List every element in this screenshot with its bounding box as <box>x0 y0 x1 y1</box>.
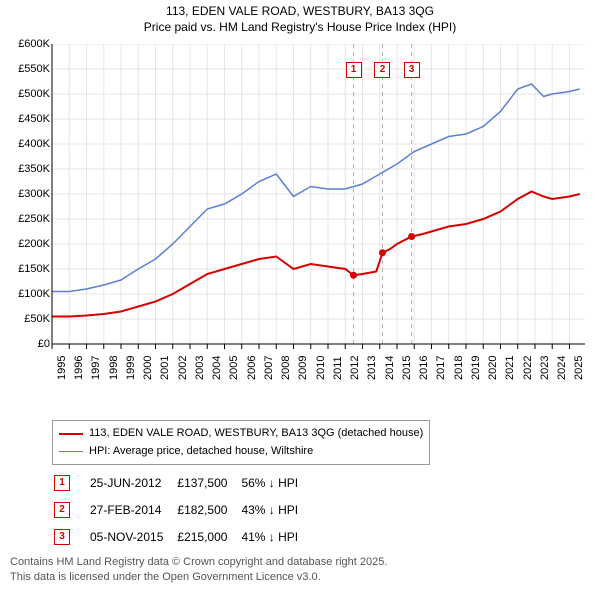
y-tick-label: £500K <box>18 88 50 100</box>
x-tick-label: 2007 <box>263 356 275 380</box>
y-tick-label: £300K <box>18 188 50 200</box>
sale-marker-icon: 3 <box>54 529 70 545</box>
x-tick-label: 2006 <box>246 356 258 380</box>
x-tick-label: 2024 <box>556 356 568 380</box>
x-tick-label: 2009 <box>297 356 309 380</box>
sale-date: 27-FEB-2014 <box>90 497 175 522</box>
sale-marker-box: 3 <box>404 62 420 78</box>
x-tick-label: 1998 <box>108 356 120 380</box>
footer-line1: Contains HM Land Registry data © Crown c… <box>10 555 387 569</box>
x-tick-label: 2017 <box>435 356 447 380</box>
y-tick-label: £50K <box>24 313 50 325</box>
x-tick-label: 2022 <box>522 356 534 380</box>
legend-row-hpi: HPI: Average price, detached house, Wilt… <box>59 443 423 461</box>
legend-label-property: 113, EDEN VALE ROAD, WESTBURY, BA13 3QG … <box>89 425 423 443</box>
x-tick-label: 2011 <box>332 356 344 380</box>
x-tick-label: 2002 <box>177 356 189 380</box>
sale-date: 25-JUN-2012 <box>90 470 175 495</box>
x-tick-label: 2019 <box>470 356 482 380</box>
legend-swatch-property <box>59 433 83 435</box>
x-tick-label: 2015 <box>401 356 413 380</box>
x-tick-label: 2004 <box>211 356 223 380</box>
x-tick-label: 2008 <box>280 356 292 380</box>
sales-row: 3 05-NOV-2015£215,00041% ↓ HPI <box>54 524 310 549</box>
x-tick-label: 2021 <box>504 356 516 380</box>
x-tick-label: 2010 <box>315 356 327 380</box>
y-tick-label: £100K <box>18 288 50 300</box>
x-tick-label: 2014 <box>384 356 396 380</box>
sale-date: 05-NOV-2015 <box>90 524 175 549</box>
x-tick-label: 2005 <box>228 356 240 380</box>
sale-marker-box: 2 <box>374 62 390 78</box>
x-tick-label: 1996 <box>73 356 85 380</box>
y-tick-label: £0 <box>38 338 50 350</box>
legend-row-property: 113, EDEN VALE ROAD, WESTBURY, BA13 3QG … <box>59 425 423 443</box>
x-tick-label: 2000 <box>142 356 154 380</box>
sale-marker-icon: 1 <box>54 475 70 491</box>
sale-price: £182,500 <box>177 497 239 522</box>
footer: Contains HM Land Registry data © Crown c… <box>10 555 387 584</box>
sale-delta: 56% ↓ HPI <box>241 470 310 495</box>
sales-row: 1 25-JUN-2012£137,50056% ↓ HPI <box>54 470 310 495</box>
x-tick-label: 1995 <box>56 356 68 380</box>
y-tick-label: £200K <box>18 238 50 250</box>
x-tick-label: 1999 <box>125 356 137 380</box>
sale-delta: 41% ↓ HPI <box>241 524 310 549</box>
y-tick-label: £350K <box>18 163 50 175</box>
x-tick-label: 2001 <box>159 356 171 380</box>
legend-label-hpi: HPI: Average price, detached house, Wilt… <box>89 443 313 461</box>
y-tick-label: £550K <box>18 63 50 75</box>
y-tick-label: £600K <box>18 38 50 50</box>
y-tick-label: £400K <box>18 138 50 150</box>
footer-line2: This data is licensed under the Open Gov… <box>10 570 387 584</box>
x-tick-label: 2012 <box>349 356 361 380</box>
sale-price: £215,000 <box>177 524 239 549</box>
y-tick-label: £150K <box>18 263 50 275</box>
chart-svg <box>40 44 585 374</box>
y-tick-label: £250K <box>18 213 50 225</box>
sales-table: 1 25-JUN-2012£137,50056% ↓ HPI 2 27-FEB-201… <box>52 468 312 551</box>
x-tick-label: 2025 <box>573 356 585 380</box>
x-tick-label: 2018 <box>453 356 465 380</box>
sale-marker-icon: 2 <box>54 502 70 518</box>
x-tick-label: 2016 <box>418 356 430 380</box>
x-tick-label: 2013 <box>366 356 378 380</box>
y-tick-label: £450K <box>18 113 50 125</box>
chart-title-block: 113, EDEN VALE ROAD, WESTBURY, BA13 3QG … <box>0 0 600 35</box>
sales-row: 2 27-FEB-2014£182,50043% ↓ HPI <box>54 497 310 522</box>
legend: 113, EDEN VALE ROAD, WESTBURY, BA13 3QG … <box>52 420 430 465</box>
legend-swatch-hpi <box>59 451 83 452</box>
chart-area <box>40 44 585 374</box>
x-tick-label: 2020 <box>487 356 499 380</box>
sale-delta: 43% ↓ HPI <box>241 497 310 522</box>
x-tick-label: 2023 <box>539 356 551 380</box>
x-tick-label: 1997 <box>90 356 102 380</box>
chart-title-line1: 113, EDEN VALE ROAD, WESTBURY, BA13 3QG <box>0 4 600 20</box>
sale-marker-box: 1 <box>346 62 362 78</box>
sale-price: £137,500 <box>177 470 239 495</box>
x-tick-label: 2003 <box>194 356 206 380</box>
chart-title-line2: Price paid vs. HM Land Registry's House … <box>0 20 600 36</box>
